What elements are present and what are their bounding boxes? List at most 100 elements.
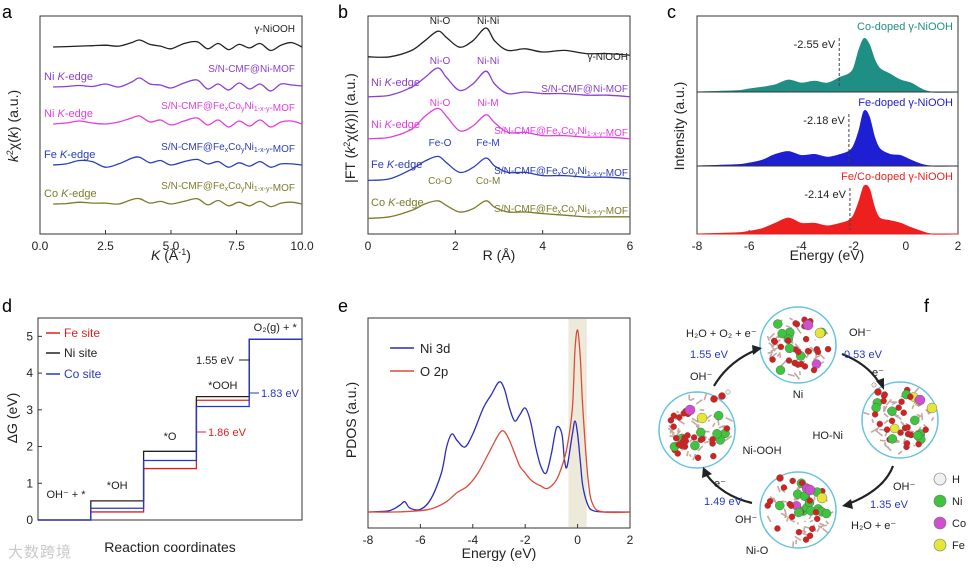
panel-f-cluster-ni-ooh-bond [688,454,692,458]
panel-f-cluster-ho-ni-atom [887,406,897,416]
panel-b-xtick-label: 2 [452,239,459,253]
panel-b-ylabel-part: χ( [342,129,358,141]
panel-c-xtick-label: -8 [692,239,703,253]
panel-a-ylabel: k2χ(k) (a.u.) [5,90,21,162]
panel-f-cluster-ni-ooh-bond [676,410,679,414]
panel-f-cluster-ho-ni-atom [898,398,905,405]
panel-e-legend-label: Ni 3d [420,341,450,356]
panel-a-series-label-part: Fe [213,142,225,153]
panel-b-xlabel-part: R (Å) [483,247,516,263]
panel-b-ylabel-part: k [342,146,358,154]
panel-d-state-label: *OOH [208,380,237,392]
panel-b-ylabel-part: |FT ( [342,153,358,182]
panel-f-cluster-ni-o-fe-atom [816,492,828,504]
panel-b-series-label: S/N-CMF@FexCoyNi1-x-y-MOF [494,126,628,139]
panel-f-cluster-ni-bond [793,372,801,380]
panel-f-cluster-ni-bond [770,344,776,352]
panel-a-series-label-part: 1-x-y [254,186,270,193]
panel-f-cluster-ho-ni-atom [887,434,898,444]
panel-a-series-label-part: Fe [213,181,225,192]
panel-f-cluster-ni-ooh-adsorbate [718,392,726,400]
panel-e-series-line [367,329,631,514]
panel-f-cluster-ni-ooh-adsorbate [710,395,718,403]
panel-f-cluster-ho-ni-bond [871,418,875,424]
panel-f-step-product: e⁻ [872,367,884,379]
panel-f-cluster-ni-ooh-atom [673,435,680,442]
panel-a-series-label-part: γ [254,24,259,35]
panel-a-series-label: γ-NiOOH [254,24,295,35]
panel-d-ylabel-part: ΔG (eV) [4,393,20,444]
panel-label-b: b [338,2,348,22]
panel-f-cluster-ho-ni-atom [888,417,896,425]
panel-f-cluster-ni-bond [769,332,776,339]
panel-b-series-label-part: S/N-CMF@Ni-MOF [541,84,628,95]
panel-b-series-label: S/N-CMF@Ni-MOF [541,84,628,95]
panel-b-xtick-label: 0 [365,239,372,253]
panel-f-cluster-ho-ni-atom [912,430,923,441]
panel-f-arrowhead [702,467,712,478]
panel-b-series-label-part: x [558,131,562,138]
panel-f-cluster-ni-ooh-bond [697,445,704,452]
panel-a-series-label-part: Ni [244,142,253,153]
panel-b-peak-label: Ni-Ni [477,56,499,67]
panel-b-series-line [367,200,630,220]
panel-e-fermi-band [568,319,587,527]
panel-f-cluster-ni-o-bond [809,519,814,523]
panel-b-xtick-label: 6 [627,239,634,253]
panel-f-cluster-ho-ni-atom [880,392,888,399]
panel-e-xtick-label: 0 [574,533,581,547]
panel-f-cluster-ni-o-atom [787,502,795,509]
panel-f-legend-swatch [933,494,947,508]
panel-f-step-reactant: OH⁻ [690,371,713,383]
panel-f-cluster-ni-bond [767,351,774,354]
panel-b-series-line [367,27,631,58]
panel-f-cluster-ho-ni-fe-atom [926,402,938,414]
panel-a-xlabel: K (Å-1) [151,247,191,263]
panel-a-series-label-part: S/N-CMF@ [161,181,213,192]
panel-f-cluster-ni-ooh-atom [696,427,706,438]
panel-f-cluster-ni-o-bond [822,527,829,534]
panel-f-cycle-diagram: Ni HO-Ni Ni-O Ni-OOH OH⁻ 0.53 eV e⁻ OH⁻ 1.35 eV H… [658,306,966,557]
panel-d-state-label: *OH [107,480,128,492]
panel-a-ylabel-part: 2 [5,150,15,155]
panel-a-edge-label: Co K-edge [44,188,97,200]
panel-f-cluster-ni-o-bond [820,524,828,528]
panel-label-c: c [667,2,676,22]
panel-a-series-label: S/N-CMF@FexCoyNi1-x-y-MOF [161,181,295,194]
panel-a-xtick-label: 7.5 [228,239,245,253]
panel-b-series-label-part: S/N-CMF@ [494,126,546,137]
panel-f-cluster-ni-o-atom [806,497,814,504]
panel-b-series-label-part: Ni [577,166,586,177]
panel-f-cluster-ni-ooh-bond [695,399,703,405]
panel-f-cluster-ni-ooh-atom [682,437,690,445]
panel-f-cluster-ni-o-bond [781,500,787,503]
panel-a-edge-label-part: Ni [44,108,57,120]
panel-a-series-label-part: x [225,186,229,193]
panel-f-cluster-ni-ooh-fe-atom [696,412,708,424]
panel-f-cluster-ho-ni-bond [914,387,920,393]
panel-f-cluster-ni-atom [824,345,832,353]
panel-f-cycle-arrow [847,465,895,506]
panel-b-edge-label-part: -edge [395,197,423,209]
panel-f-cluster-ni-ooh-bond [692,453,697,461]
panel-f-cluster-ni-ooh-atom [723,425,731,432]
panel-f-cluster-ni-atom [784,337,792,344]
panel-f-cluster-ni-ooh-bond [676,427,680,433]
panel-f-cluster-ni-o-bond [817,524,823,529]
panel-b-edge-label-part: Co [371,197,388,209]
panel-b-series-label: γ-NiOOH [587,52,628,63]
panel-b-xlabel: R (Å) [483,247,516,263]
panel-f-cluster-ni-o-atom [789,477,796,485]
panel-e-xlabel: Energy (eV) [462,545,537,561]
panel-f-cluster-ni-atom [777,343,785,351]
panel-f-cluster-ni-ooh-bond [707,419,710,422]
panel-c-dos-area [696,109,959,167]
panel-f-cluster-ho-ni-co-atom [914,394,926,406]
panel-f-cluster-ni-atom [804,347,812,355]
panel-f-cluster-ni-o-bond [785,516,790,522]
panel-a-ylabel-part: k [5,154,21,162]
panel-a-series-label-part: x [225,106,229,113]
panel-d-frame [37,317,303,521]
panel-a-edge-label-part: K [60,149,68,161]
